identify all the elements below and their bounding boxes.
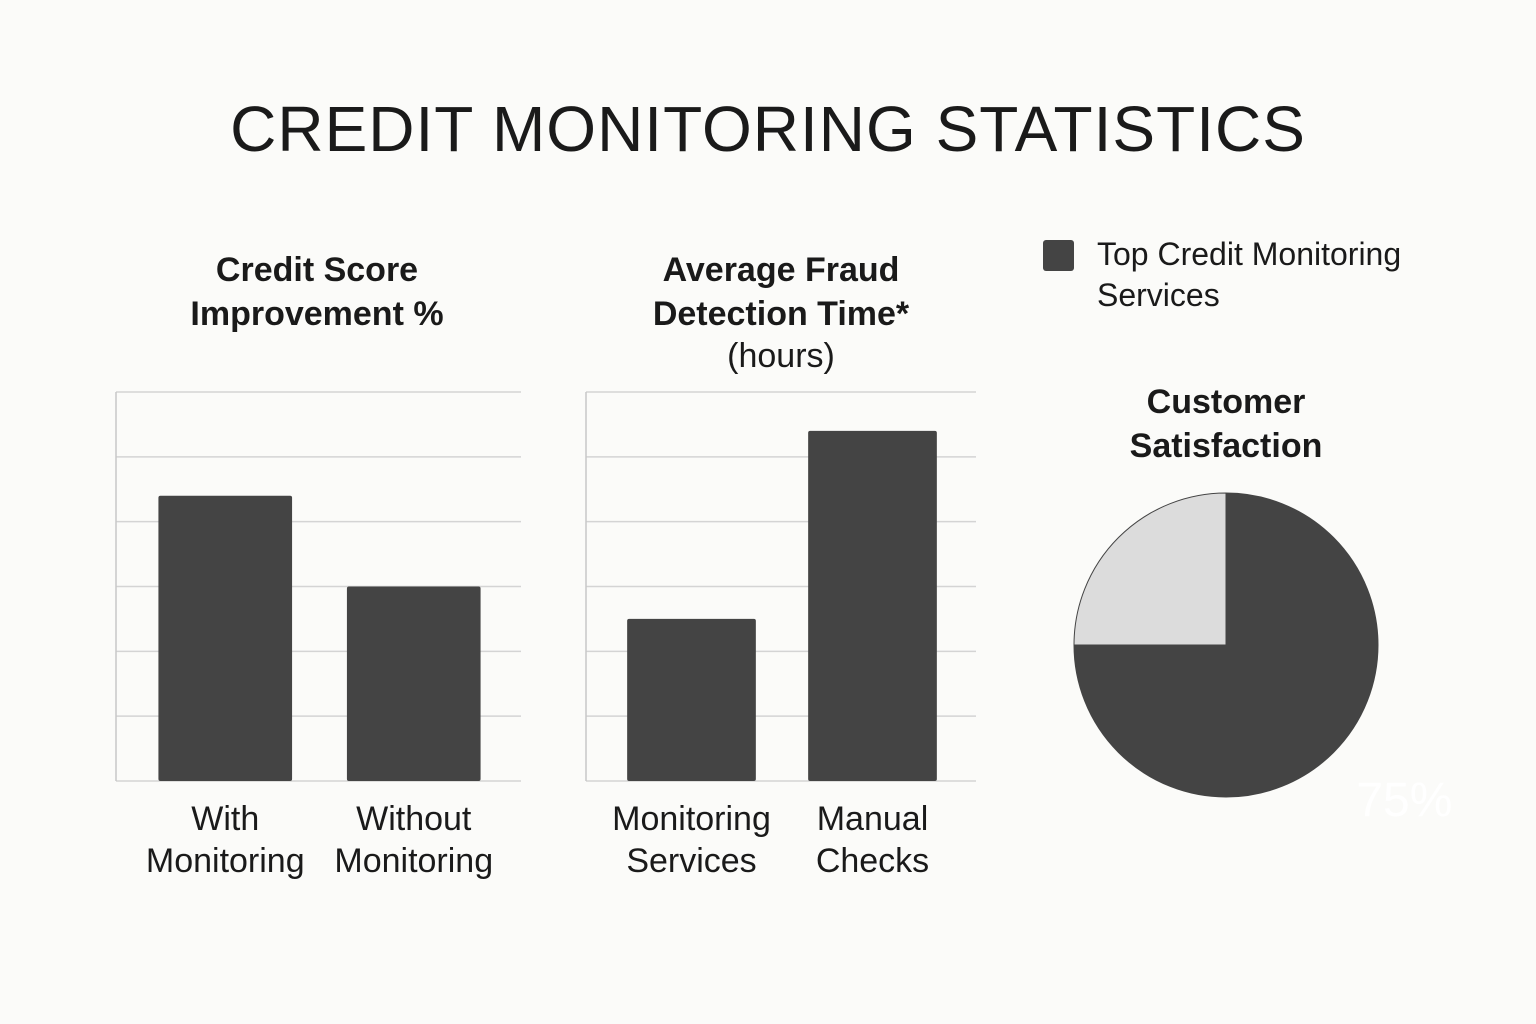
chart-title: Customer Satisfaction [1129,383,1323,465]
bar [808,430,937,781]
chart-title: Average Fraud Detection Time* [652,251,910,333]
legend-label: Top Credit Monitoring Services [1097,236,1402,313]
bar [158,495,293,781]
bar [627,618,756,781]
chart-subtitle: (hours) [727,337,835,375]
chart-title: Credit Score Improvement % [190,251,444,333]
page-title: CREDIT MONITORING STATISTICS [230,93,1306,165]
pie-slice [1073,492,1379,798]
pie-slice [1073,492,1227,646]
x-tick-label: Monitoring Services [612,800,771,880]
data-label: 75% [1356,774,1452,827]
legend-swatch [1043,240,1074,271]
x-tick-label: Without Monitoring [334,800,494,880]
x-tick-label: With Monitoring [145,800,305,880]
bar [346,586,481,781]
x-tick-label: Manual Checks [815,800,930,880]
